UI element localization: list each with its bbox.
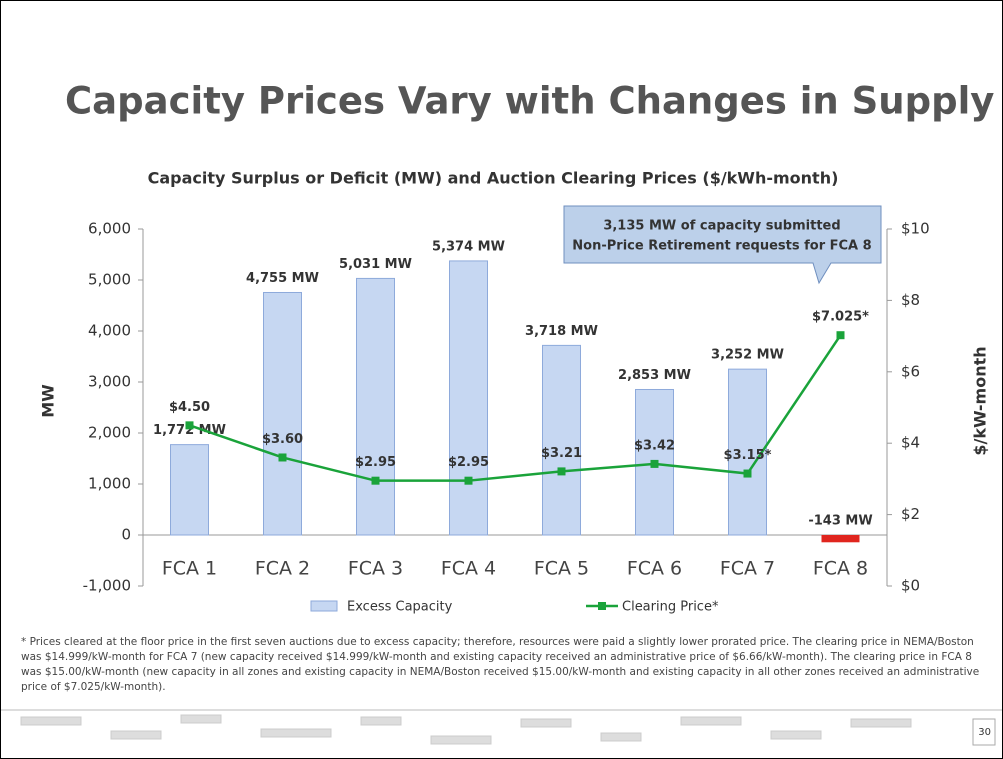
bar-value-label: -143 MW bbox=[808, 514, 872, 529]
bar bbox=[821, 535, 860, 543]
footnote: * Prices cleared at the floor price in t… bbox=[21, 636, 980, 693]
bar bbox=[356, 277, 395, 536]
price-value-label: $2.95 bbox=[448, 455, 489, 470]
y2-tick-label: $6 bbox=[901, 362, 920, 380]
bar-value-label: 3,252 MW bbox=[711, 348, 784, 363]
price-marker bbox=[278, 453, 287, 462]
y-tick-label: 3,000 bbox=[88, 373, 131, 391]
callout-text: 3,135 MW of capacity submitted bbox=[603, 219, 840, 234]
slide-title: Capacity Prices Vary with Changes in Sup… bbox=[65, 80, 994, 123]
y2-axis-label: $/kW-month bbox=[971, 346, 990, 455]
y2-tick-label: $0 bbox=[901, 577, 920, 595]
bar bbox=[728, 368, 767, 536]
bar bbox=[542, 344, 581, 536]
bar bbox=[263, 291, 302, 536]
price-value-label: $4.50 bbox=[169, 400, 210, 415]
x-tick-label: FCA 2 bbox=[255, 558, 310, 580]
legend-swatch bbox=[598, 602, 606, 610]
bar-value-label: 3,718 MW bbox=[525, 324, 598, 339]
legend-label: Clearing Price* bbox=[622, 600, 719, 615]
y-axis-label: MW bbox=[39, 384, 58, 418]
y-tick-label: -1,000 bbox=[83, 577, 131, 595]
price-marker bbox=[650, 459, 659, 468]
price-value-label: $3.42 bbox=[634, 438, 675, 453]
callout bbox=[563, 205, 882, 285]
price-marker bbox=[464, 476, 473, 485]
bar-value-label: 4,755 MW bbox=[246, 271, 319, 286]
price-value-label: $7.025* bbox=[812, 310, 869, 325]
x-tick-label: FCA 3 bbox=[348, 558, 403, 580]
y2-tick-label: $10 bbox=[901, 220, 930, 238]
x-tick-label: FCA 8 bbox=[813, 558, 868, 580]
callout-text: Non-Price Retirement requests for FCA 8 bbox=[572, 239, 871, 254]
y-tick-label: 2,000 bbox=[88, 424, 131, 442]
bar-value-label: 2,853 MW bbox=[618, 368, 691, 383]
y2-tick-label: $8 bbox=[901, 291, 920, 309]
x-tick-label: FCA 5 bbox=[534, 558, 589, 580]
chart-title: Capacity Surplus or Deficit (MW) and Auc… bbox=[148, 169, 839, 188]
bar bbox=[170, 444, 209, 536]
y-tick-label: 4,000 bbox=[88, 322, 131, 340]
bar-value-label: 5,031 MW bbox=[339, 257, 412, 272]
x-tick-label: FCA 7 bbox=[720, 558, 775, 580]
price-value-label: $2.95 bbox=[355, 455, 396, 470]
price-line bbox=[189, 334, 842, 482]
price-value-label: $3.21 bbox=[541, 446, 582, 461]
price-value-label: $3.60 bbox=[262, 432, 303, 447]
price-marker bbox=[371, 476, 380, 485]
price-value-label: $3.15* bbox=[724, 448, 772, 463]
y-tick-label: 0 bbox=[121, 526, 131, 544]
y2-tick-label: $2 bbox=[901, 505, 920, 523]
x-tick-label: FCA 6 bbox=[627, 558, 682, 580]
bar-value-label: 5,374 MW bbox=[432, 239, 505, 254]
page-number: 30 bbox=[978, 727, 991, 738]
price-marker bbox=[185, 421, 194, 430]
circuit-decoration bbox=[1, 709, 1002, 746]
y-tick-label: 1,000 bbox=[88, 475, 131, 493]
legend-label: Excess Capacity bbox=[347, 600, 453, 615]
y-tick-label: 5,000 bbox=[88, 271, 131, 289]
price-marker bbox=[836, 331, 845, 340]
price-marker bbox=[557, 467, 566, 476]
price-marker bbox=[743, 469, 752, 478]
bar bbox=[449, 260, 488, 536]
y2-tick-label: $4 bbox=[901, 434, 920, 452]
x-tick-label: FCA 1 bbox=[162, 558, 217, 580]
legend-swatch bbox=[310, 600, 338, 612]
bar-value-label: 1,772 MW bbox=[153, 423, 226, 438]
x-tick-label: FCA 4 bbox=[441, 558, 496, 580]
y-tick-label: 6,000 bbox=[88, 220, 131, 238]
